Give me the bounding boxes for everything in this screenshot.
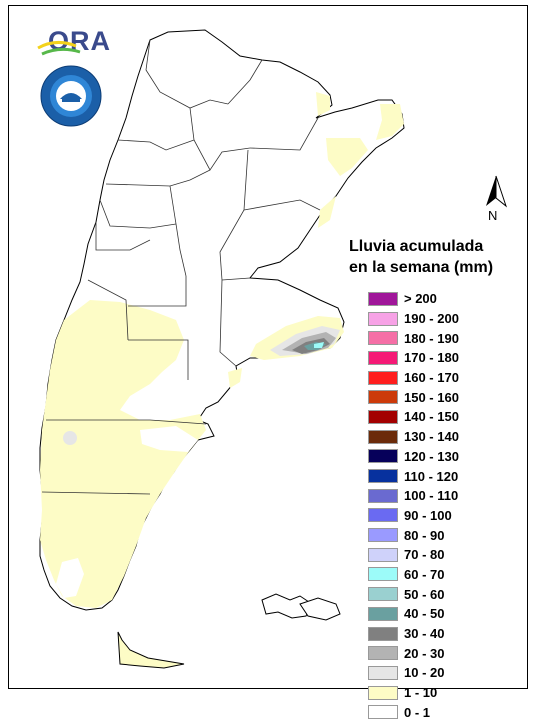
legend-swatch xyxy=(368,488,398,503)
legend-swatch xyxy=(368,409,398,424)
legend-item: 130 - 140 xyxy=(368,427,459,447)
legend-swatch xyxy=(368,311,398,326)
rain-zone-north-tip xyxy=(316,92,330,116)
legend-swatch xyxy=(368,685,398,700)
legend-swatch xyxy=(368,606,398,621)
legend-title-line2: en la semana (mm) xyxy=(349,259,494,276)
rain-zone-bahia xyxy=(228,368,242,388)
legend-label: 10 - 20 xyxy=(404,665,445,681)
legend-label: 60 - 70 xyxy=(404,566,445,582)
legend-title: Lluvia acumulada en la semana (mm) xyxy=(349,236,529,278)
legend-item: 90 - 100 xyxy=(368,506,459,526)
legend-title-line1: Lluvia acumulada xyxy=(349,238,484,255)
argentina-rainfall-map xyxy=(39,29,405,669)
legend-label: 160 - 170 xyxy=(404,370,459,386)
legend-item: 70 - 80 xyxy=(368,545,459,565)
legend-item: 110 - 120 xyxy=(368,466,459,486)
tierra-del-fuego xyxy=(117,631,185,669)
legend-item: 100 - 110 xyxy=(368,486,459,506)
legend-label: 30 - 40 xyxy=(404,626,445,642)
legend-swatch xyxy=(368,626,398,641)
legend-label: 100 - 110 xyxy=(404,488,459,504)
legend-label: 90 - 100 xyxy=(404,507,452,523)
legend-label: 80 - 90 xyxy=(404,527,445,543)
legend-label: 150 - 160 xyxy=(404,389,459,405)
legend-swatch xyxy=(368,390,398,405)
legend-label: 50 - 60 xyxy=(404,586,445,602)
rain-zone-ba-coast-60-70 xyxy=(314,342,324,348)
legend-swatch xyxy=(368,665,398,680)
legend-label: 20 - 30 xyxy=(404,645,445,661)
legend-swatch xyxy=(368,291,398,306)
legend-item: 140 - 150 xyxy=(368,407,459,427)
legend-label: 130 - 140 xyxy=(404,429,459,445)
legend-swatch xyxy=(368,587,398,602)
legend-item: 40 - 50 xyxy=(368,604,459,624)
legend-item: 0 - 1 xyxy=(368,702,459,722)
province-borders xyxy=(41,39,321,495)
legend-item: 120 - 130 xyxy=(368,447,459,467)
legend-swatch xyxy=(368,646,398,661)
legend-swatch xyxy=(368,567,398,582)
legend-label: 40 - 50 xyxy=(404,606,445,622)
north-arrow-icon xyxy=(486,175,508,208)
legend-label: 190 - 200 xyxy=(404,311,459,327)
legend-swatch xyxy=(368,449,398,464)
legend-swatch xyxy=(368,528,398,543)
rain-zone-grey-spot xyxy=(63,431,77,445)
legend-item: 30 - 40 xyxy=(368,624,459,644)
ora-swoosh-icon xyxy=(37,41,81,56)
legend-label: 180 - 190 xyxy=(404,330,459,346)
rain-zone-south-white xyxy=(56,558,84,598)
north-arrow-label: N xyxy=(488,208,498,223)
legend-swatch xyxy=(368,508,398,523)
legend-item: 190 - 200 xyxy=(368,309,459,329)
legend-swatch xyxy=(368,331,398,346)
rain-zone-white-patch xyxy=(140,426,198,452)
legend-swatch xyxy=(368,370,398,385)
legend-item: 170 - 180 xyxy=(368,348,459,368)
legend-label: 140 - 150 xyxy=(404,409,459,425)
legend: > 200 190 - 200 180 - 190 170 - 180 160 - 17… xyxy=(368,289,459,722)
rain-zone-patagonia xyxy=(40,300,206,608)
legend-swatch xyxy=(368,547,398,562)
legend-label: 0 - 1 xyxy=(404,704,431,720)
legend-label: 70 - 80 xyxy=(404,547,445,563)
legend-item: 10 - 20 xyxy=(368,663,459,683)
rain-zone-misiones xyxy=(376,104,404,140)
legend-item: > 200 xyxy=(368,289,459,309)
legend-label: 170 - 180 xyxy=(404,350,459,366)
legend-item: 1 - 10 xyxy=(368,683,459,703)
rain-zone-corrientes xyxy=(326,138,368,176)
legend-item: 160 - 170 xyxy=(368,368,459,388)
legend-label: 120 - 130 xyxy=(404,448,459,464)
legend-swatch xyxy=(368,350,398,365)
legend-label: 110 - 120 xyxy=(404,468,459,484)
legend-swatch xyxy=(368,705,398,720)
legend-swatch xyxy=(368,429,398,444)
legend-item: 50 - 60 xyxy=(368,584,459,604)
legend-item: 20 - 30 xyxy=(368,643,459,663)
legend-item: 180 - 190 xyxy=(368,328,459,348)
legend-item: 150 - 160 xyxy=(368,387,459,407)
legend-item: 60 - 70 xyxy=(368,565,459,585)
rain-zone-entre-rios xyxy=(318,196,336,228)
legend-swatch xyxy=(368,469,398,484)
smn-seal-logo xyxy=(40,65,102,127)
legend-label: > 200 xyxy=(404,291,437,307)
legend-item: 80 - 90 xyxy=(368,525,459,545)
malvinas-islands xyxy=(261,593,341,621)
legend-label: 1 - 10 xyxy=(404,685,438,701)
